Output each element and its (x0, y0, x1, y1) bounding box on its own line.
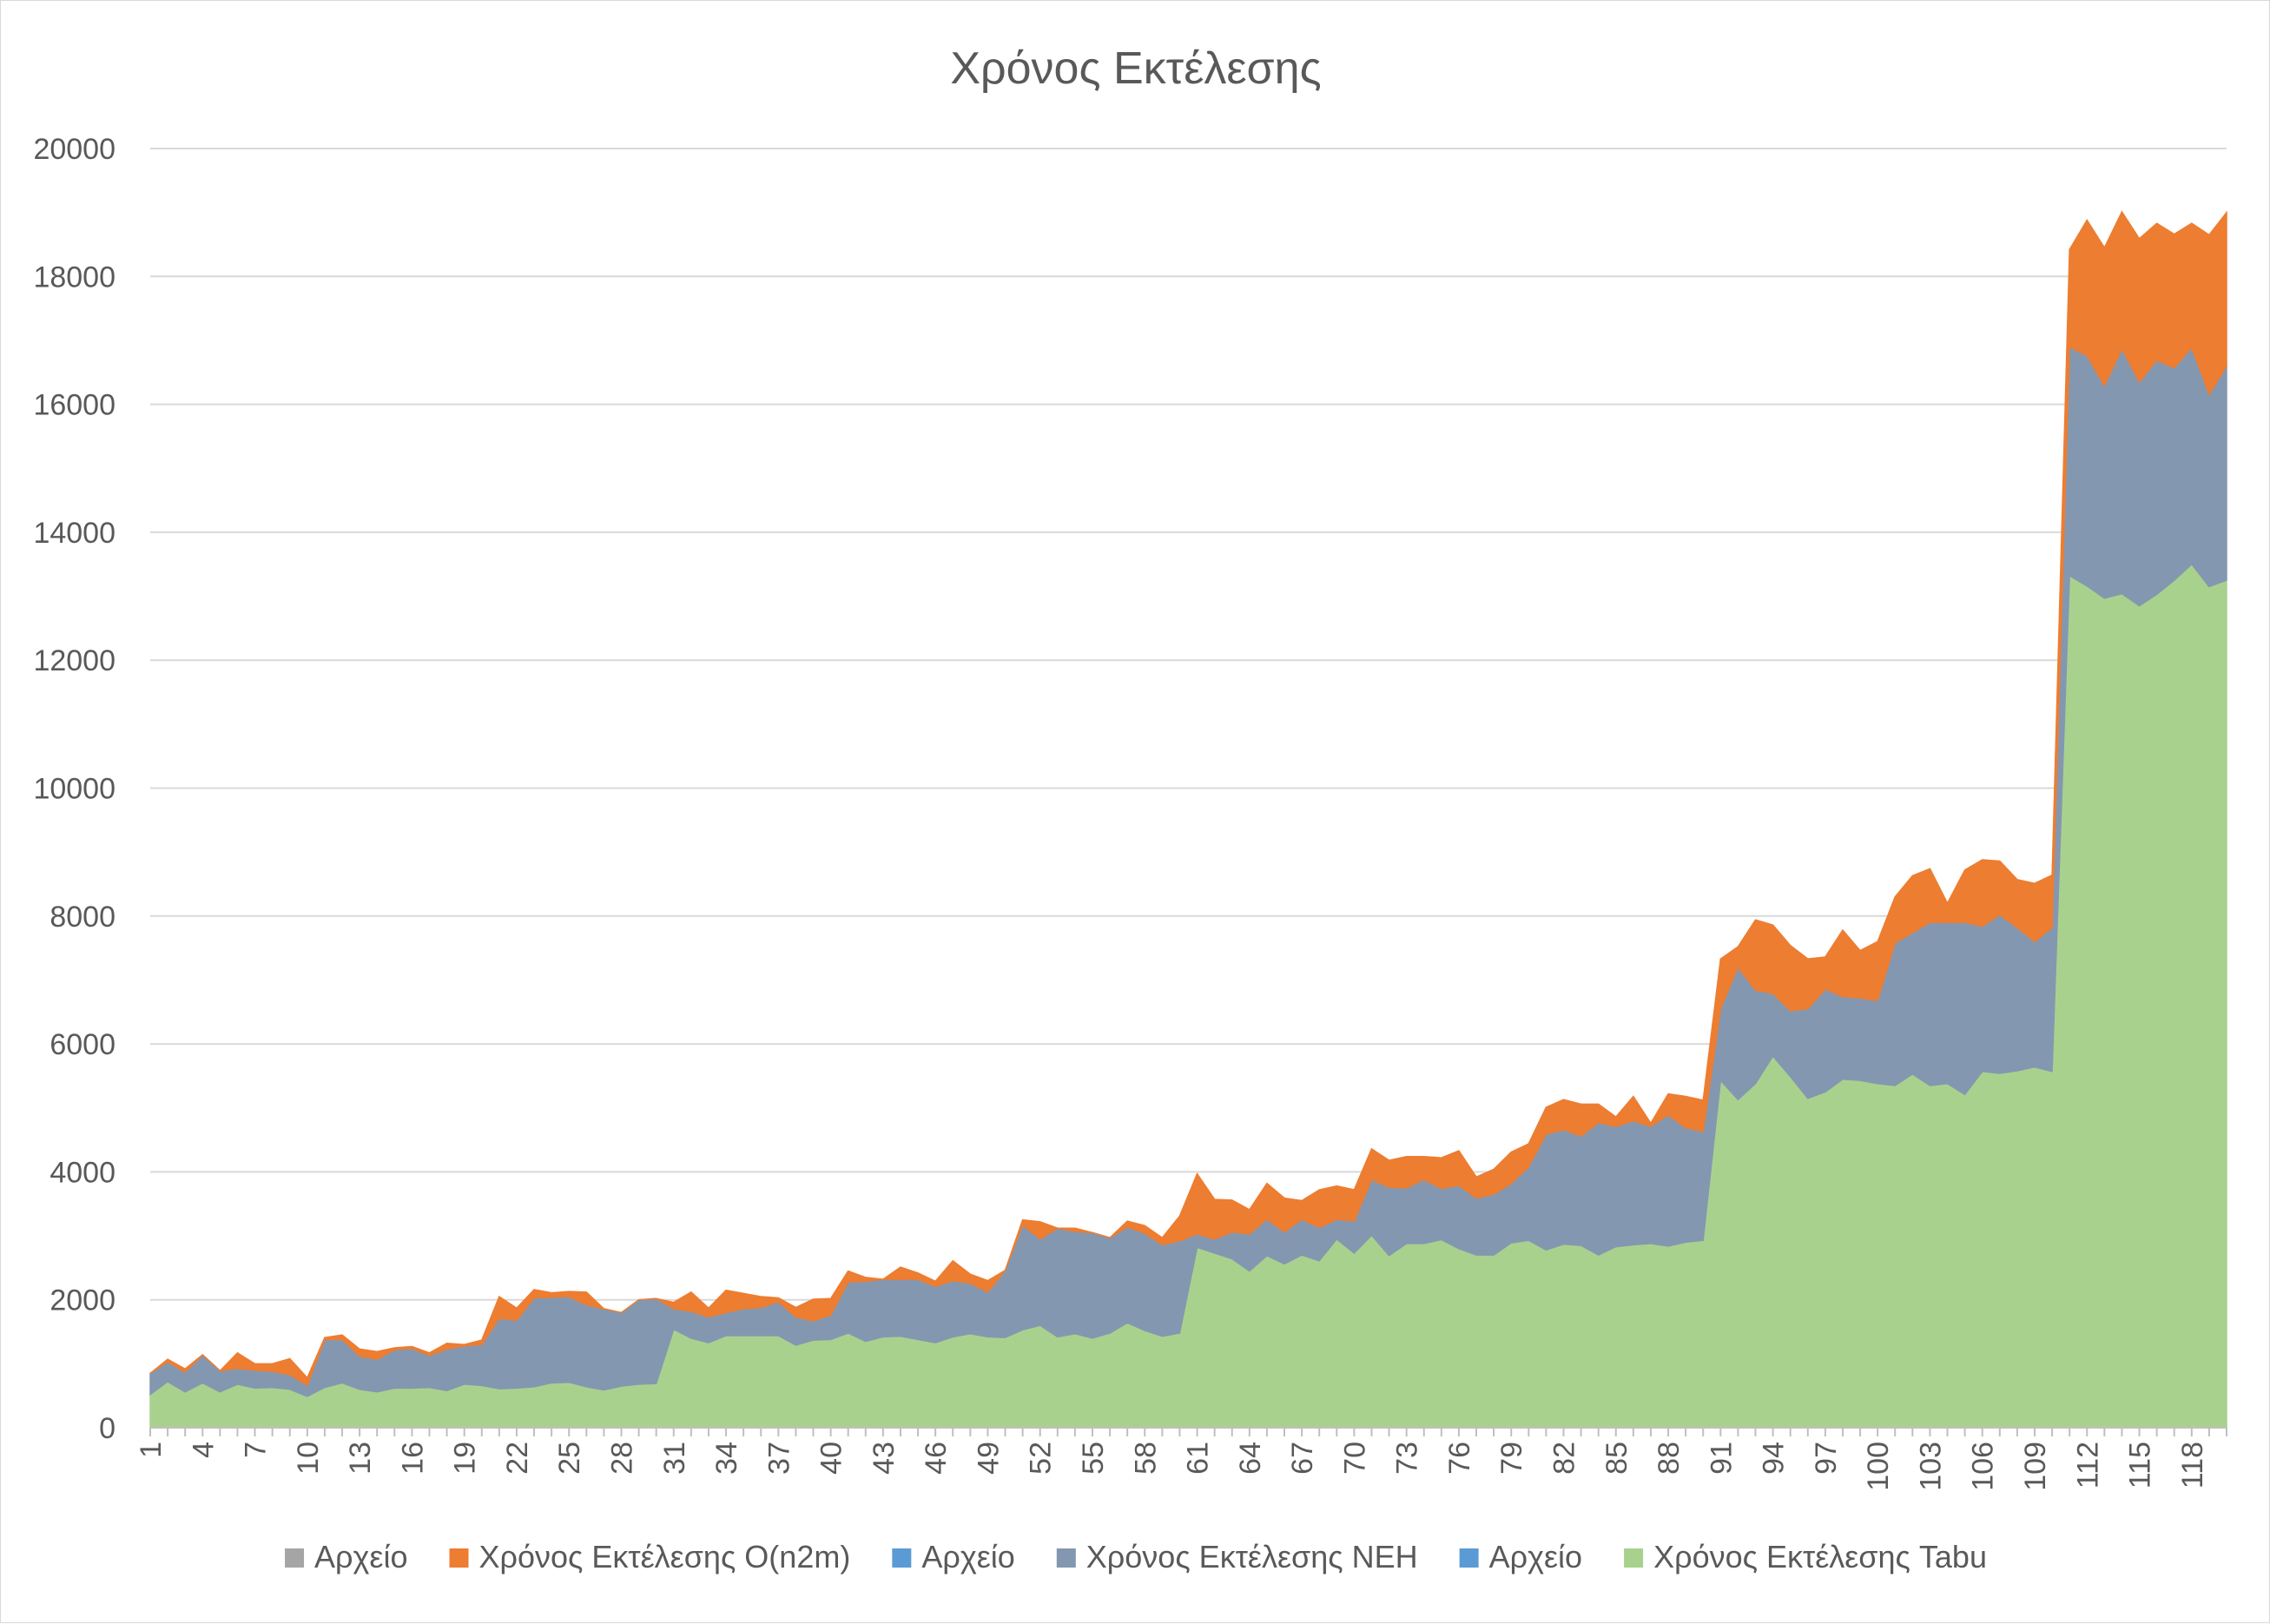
y-tick-label: 18000 (33, 261, 115, 294)
legend-swatch (892, 1548, 912, 1568)
y-tick-label: 10000 (33, 773, 115, 806)
legend-item: Αρχείο (1459, 1539, 1582, 1574)
x-tick-label: 34 (710, 1442, 743, 1475)
x-tick-label: 19 (449, 1442, 482, 1475)
legend-label: Χρόνος Εκτέλεσης ΝΕΗ (1086, 1539, 1418, 1574)
y-tick-label: 16000 (33, 389, 115, 422)
legend-item: Χρόνος Εκτέλεσης O(n2m) (449, 1539, 851, 1574)
x-tick-label: 40 (815, 1442, 848, 1475)
chart-title: Χρόνος Εκτέλεσης (950, 43, 1321, 94)
legend-item: Αρχείο (892, 1539, 1015, 1574)
x-tick-label: 97 (1810, 1442, 1843, 1475)
gridlines (150, 148, 2227, 1301)
x-tick-label: 7 (240, 1442, 273, 1458)
x-tick-label: 43 (868, 1442, 901, 1475)
axes: 0 2000 4000 6000 8000 10000 12000 14000 16000 180… (33, 133, 2227, 1491)
legend-swatch (1459, 1548, 1479, 1568)
x-tick-label: 70 (1338, 1442, 1371, 1475)
x-tick-label: 13 (344, 1442, 377, 1475)
x-tick-label: 91 (1705, 1442, 1738, 1475)
x-tick-label: 37 (762, 1442, 795, 1475)
x-tick-label: 88 (1653, 1442, 1686, 1475)
y-tick-label: 8000 (49, 901, 115, 934)
legend-item: Χρόνος Εκτέλεσης Tabu (1624, 1539, 1987, 1574)
legend-label: Χρόνος Εκτέλεσης O(n2m) (479, 1539, 851, 1574)
x-tick-label: 85 (1600, 1442, 1633, 1475)
legend-item: Αρχείο (285, 1539, 408, 1574)
y-tick-label: 0 (99, 1412, 115, 1445)
legend-swatch (1056, 1548, 1076, 1568)
legend-label: Αρχείο (1489, 1539, 1582, 1574)
legend: Αρχείο Χρόνος Εκτέλεσης O(n2m) Αρχείο Χρόνο… (285, 1539, 1987, 1574)
legend-item: Χρόνος Εκτέλεσης ΝΕΗ (1056, 1539, 1418, 1574)
x-tick-label: 100 (1862, 1442, 1895, 1491)
x-tick-label: 58 (1129, 1442, 1162, 1475)
legend-label: Χρόνος Εκτέλεσης Tabu (1653, 1539, 1987, 1574)
x-tick-label: 115 (2124, 1442, 2157, 1489)
legend-swatch (449, 1548, 469, 1568)
x-tick-label: 73 (1391, 1442, 1424, 1475)
x-tick-label: 22 (501, 1442, 534, 1475)
area-series-o-n2m (149, 210, 2227, 1387)
x-tick-label: 1 (135, 1442, 168, 1458)
x-tick-label: 82 (1547, 1442, 1580, 1475)
x-tick-label: 109 (2019, 1442, 2052, 1491)
x-tick-label: 28 (605, 1442, 638, 1475)
x-tick-label: 112 (2071, 1442, 2104, 1489)
x-tick-label: 46 (920, 1442, 953, 1475)
x-tick-label: 25 (553, 1442, 586, 1475)
x-tick-label: 64 (1234, 1442, 1267, 1475)
y-tick-label: 4000 (49, 1156, 115, 1189)
x-tick-label: 52 (1025, 1442, 1058, 1475)
x-tick-label: 16 (396, 1442, 429, 1475)
y-tick-label: 20000 (33, 133, 115, 166)
x-tick-label: 31 (658, 1442, 691, 1475)
y-tick-label: 6000 (49, 1028, 115, 1061)
legend-label: Αρχείο (921, 1539, 1014, 1574)
x-tick-label: 55 (1077, 1442, 1110, 1475)
legend-label: Αρχείο (314, 1539, 407, 1574)
x-tick-label: 10 (292, 1442, 325, 1475)
x-tick-label: 79 (1495, 1442, 1528, 1475)
legend-swatch (285, 1548, 305, 1568)
x-tick-label: 103 (1914, 1442, 1947, 1491)
y-tick-label: 12000 (33, 644, 115, 677)
x-tick-label: 76 (1443, 1442, 1476, 1475)
x-tick-label: 94 (1758, 1442, 1791, 1475)
x-tick-label: 118 (2176, 1442, 2209, 1489)
y-tick-label: 14000 (33, 517, 115, 550)
legend-swatch (1624, 1548, 1644, 1568)
x-tick-label: 106 (1967, 1442, 2000, 1491)
y-tick-label: 2000 (49, 1284, 115, 1317)
x-tick-label: 67 (1286, 1442, 1319, 1475)
area-series-group (149, 210, 2227, 1429)
x-tick-label: 49 (972, 1442, 1005, 1475)
x-tick-label: 4 (187, 1442, 220, 1458)
x-tick-label: 61 (1182, 1442, 1215, 1475)
